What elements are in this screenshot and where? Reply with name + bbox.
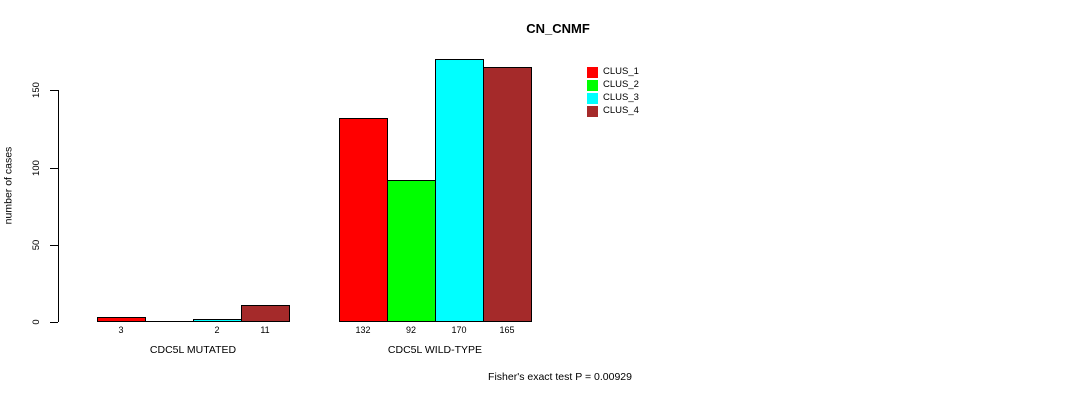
bar-value-label: 3 <box>118 325 124 335</box>
bar-clus_4-cdc5l-mutated <box>241 305 290 322</box>
legend-swatch-icon <box>587 92 598 104</box>
legend-label: CLUS_4 <box>603 105 639 116</box>
bar-value-label: 11 <box>260 325 270 335</box>
bar-clus_1-cdc5l-wild-type <box>339 118 388 322</box>
bar-value-label: 170 <box>451 325 467 335</box>
y-tick-mark <box>50 245 58 246</box>
legend-item-clus_4: CLUS_4 <box>587 105 639 117</box>
y-axis-title: number of cases <box>2 146 15 225</box>
y-axis-line <box>58 90 59 322</box>
chart-title: CN_CNMF <box>526 21 590 36</box>
y-tick-mark <box>50 322 58 323</box>
y-tick-label: 100 <box>31 160 42 176</box>
legend-swatch-icon <box>587 105 598 117</box>
legend-swatch-icon <box>587 66 598 78</box>
legend-item-clus_1: CLUS_1 <box>587 66 639 78</box>
bar-clus_2-cdc5l-wild-type <box>387 180 436 322</box>
y-tick-mark <box>50 168 58 169</box>
bar-clus_4-cdc5l-wild-type <box>483 67 532 322</box>
bar-value-label: 92 <box>405 325 416 335</box>
legend-label: CLUS_1 <box>603 66 639 77</box>
y-tick-label: 50 <box>31 239 42 251</box>
legend-swatch-icon <box>587 79 598 91</box>
y-tick-label: 150 <box>31 82 42 98</box>
x-group-label-cdc5l-mutated: CDC5L MUTATED <box>149 344 237 356</box>
bar-clus_2-cdc5l-mutated <box>145 321 194 322</box>
x-group-label-cdc5l-wild-type: CDC5L WILD-TYPE <box>387 344 483 356</box>
bar-clus_1-cdc5l-mutated <box>97 317 146 322</box>
bar-clus_3-cdc5l-mutated <box>193 319 242 322</box>
legend-label: CLUS_3 <box>603 92 639 103</box>
fisher-test-annotation: Fisher's exact test P = 0.00929 <box>488 371 632 383</box>
bar-value-label: 2 <box>214 325 220 335</box>
y-tick-mark <box>50 90 58 91</box>
bar-value-label: 132 <box>355 325 371 335</box>
legend-item-clus_2: CLUS_2 <box>587 79 639 91</box>
y-tick-label: 0 <box>31 319 42 325</box>
bar-value-label: 165 <box>499 325 515 335</box>
legend-item-clus_3: CLUS_3 <box>587 92 639 104</box>
legend-label: CLUS_2 <box>603 79 639 90</box>
bar-clus_3-cdc5l-wild-type <box>435 59 484 322</box>
